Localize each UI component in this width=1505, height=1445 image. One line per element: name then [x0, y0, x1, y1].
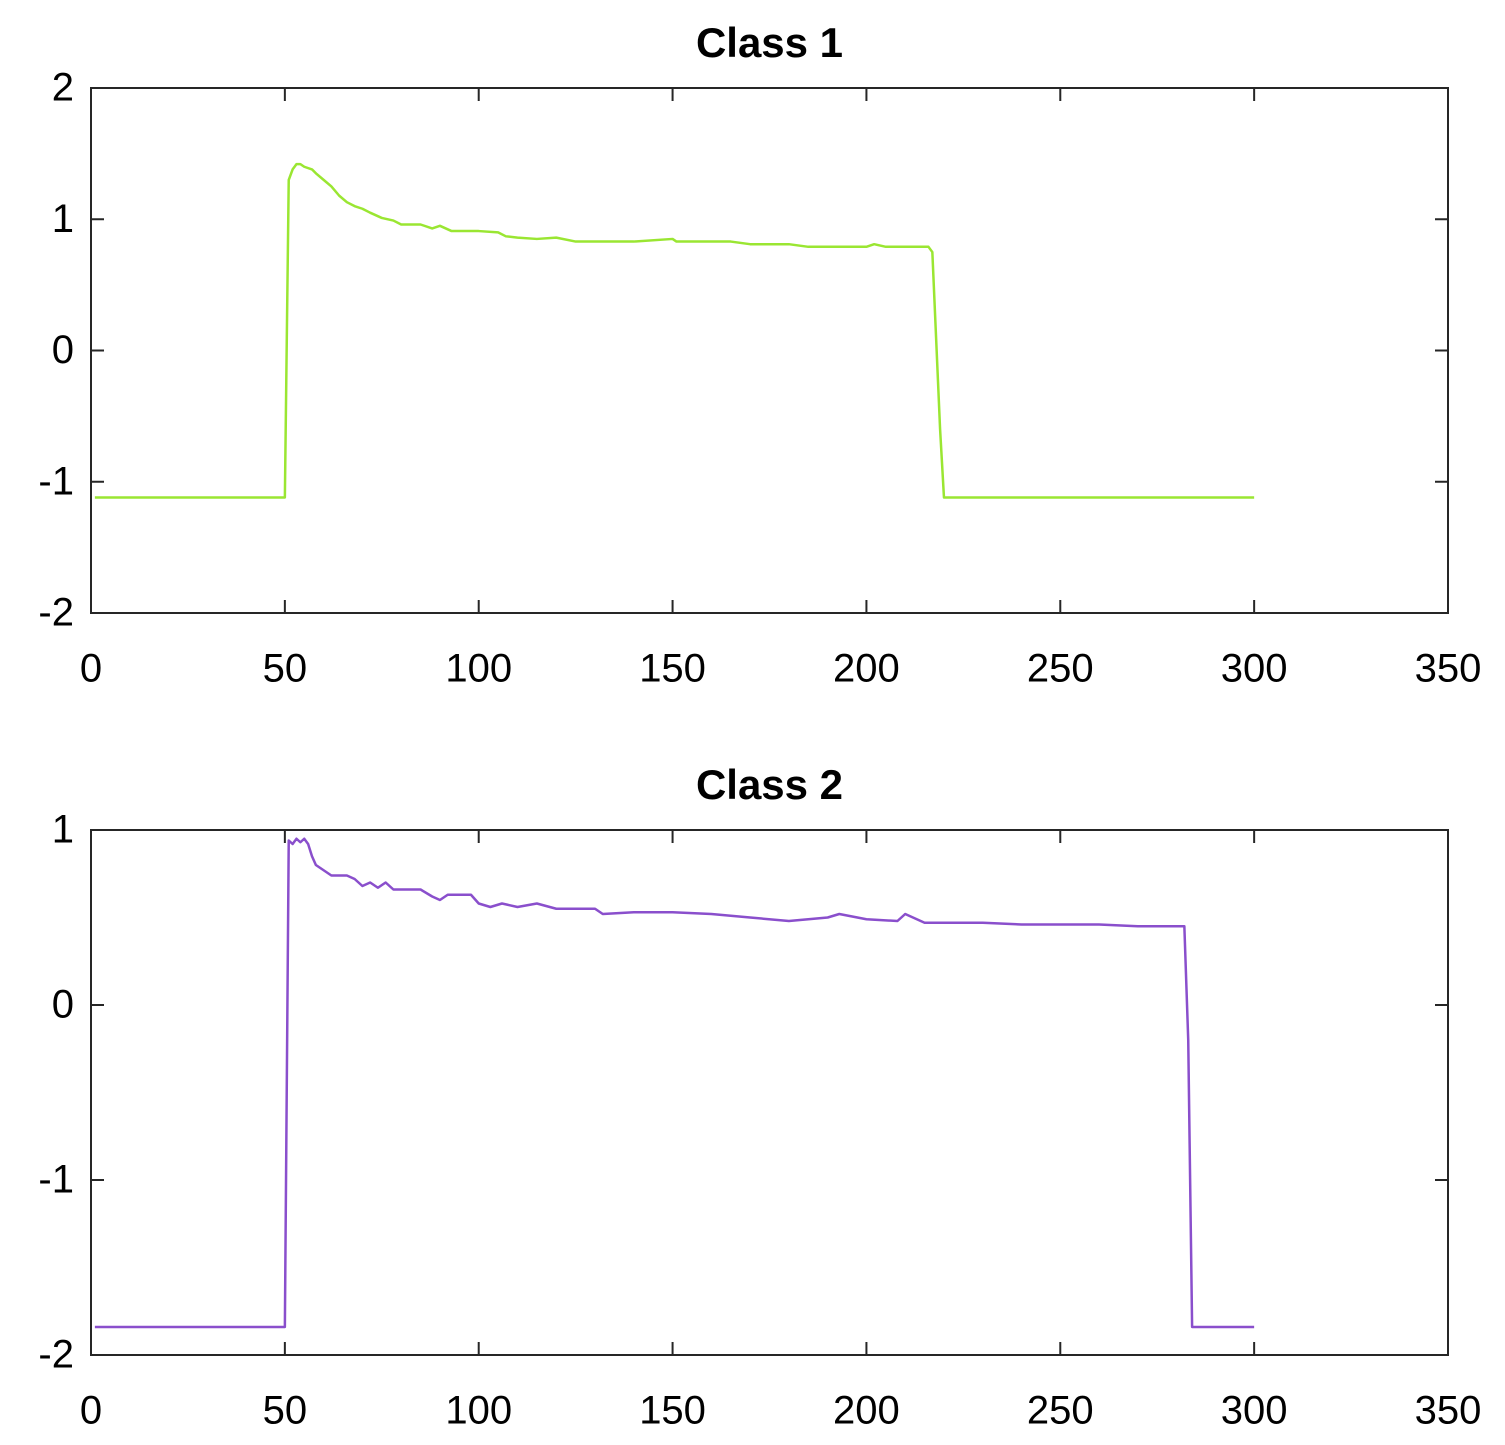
- data-line: [94, 837, 1255, 1329]
- y-tick-label: 0: [52, 983, 74, 1027]
- y-tick-label: -1: [38, 459, 74, 503]
- x-tick-label: 0: [80, 647, 102, 691]
- x-tick-label: 100: [445, 647, 512, 691]
- y-tick-label: -2: [38, 1333, 74, 1377]
- x-tick-label: 100: [445, 1389, 512, 1433]
- chart-title: Class 2: [696, 761, 843, 808]
- y-tick-label: 1: [52, 197, 74, 241]
- y-tick-label: 1: [52, 808, 74, 852]
- x-tick-label: 300: [1221, 1389, 1288, 1433]
- x-tick-label: 200: [833, 647, 900, 691]
- x-tick-label: 350: [1415, 1389, 1482, 1433]
- y-tick-label: -1: [38, 1158, 74, 1202]
- x-tick-label: 150: [639, 647, 706, 691]
- x-tick-label: 50: [263, 647, 308, 691]
- plot-box: [90, 829, 1449, 1356]
- x-tick-label: 300: [1221, 647, 1288, 691]
- y-tick-label: -2: [38, 591, 74, 635]
- x-tick-label: 50: [263, 1389, 308, 1433]
- x-tick-label: 350: [1415, 647, 1482, 691]
- x-tick-label: 250: [1027, 647, 1094, 691]
- chart-title: Class 1: [696, 19, 843, 66]
- x-tick-label: 150: [639, 1389, 706, 1433]
- data-line: [94, 162, 1255, 499]
- x-tick-label: 250: [1027, 1389, 1094, 1433]
- y-tick-label: 0: [52, 328, 74, 372]
- y-tick-label: 2: [52, 66, 74, 110]
- x-tick-label: 200: [833, 1389, 900, 1433]
- x-tick-label: 0: [80, 1389, 102, 1433]
